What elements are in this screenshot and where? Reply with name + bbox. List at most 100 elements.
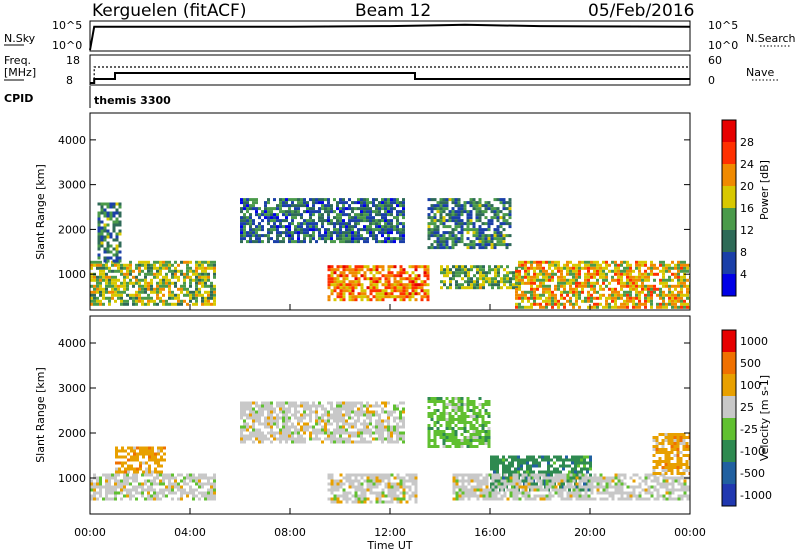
heatmap-cell bbox=[357, 401, 360, 405]
heatmap-cell bbox=[635, 494, 639, 498]
heatmap-cell bbox=[336, 407, 339, 411]
heatmap-cell bbox=[488, 488, 492, 492]
heatmap-cell bbox=[375, 210, 378, 214]
heatmap-cell bbox=[279, 210, 282, 214]
heatmap-cell bbox=[647, 284, 650, 288]
heatmap-cell bbox=[466, 213, 470, 217]
heatmap-cell bbox=[420, 283, 424, 287]
heatmap-cell bbox=[261, 234, 264, 238]
heatmap-cell bbox=[656, 266, 659, 270]
heatmap-cell bbox=[505, 207, 509, 211]
heatmap-cell bbox=[475, 231, 479, 235]
heatmap-cell bbox=[159, 296, 162, 300]
heatmap-cell bbox=[554, 293, 557, 297]
heatmap-cell bbox=[460, 418, 464, 421]
heatmap-cell bbox=[396, 500, 400, 504]
heatmap-cell bbox=[638, 275, 641, 279]
heatmap-cell bbox=[153, 272, 156, 276]
heatmap-cell bbox=[408, 280, 412, 284]
heatmap-cell bbox=[112, 205, 116, 209]
heatmap-cell bbox=[243, 440, 246, 444]
heatmap-cell bbox=[520, 467, 523, 471]
heatmap-cell bbox=[162, 275, 165, 279]
heatmap-cell bbox=[442, 403, 446, 406]
heatmap-cell bbox=[464, 494, 468, 498]
heatmap-cell bbox=[490, 219, 494, 223]
heatmap-cell bbox=[433, 216, 437, 220]
heatmap-cell bbox=[473, 274, 476, 278]
heatmap-cell bbox=[360, 237, 363, 241]
heatmap-cell bbox=[396, 440, 399, 444]
date-label: 05/Feb/2016 bbox=[588, 1, 694, 21]
heatmap-cell bbox=[502, 243, 506, 247]
heatmap-cell bbox=[670, 466, 674, 469]
heatmap-cell bbox=[399, 482, 403, 486]
heatmap-cell bbox=[393, 407, 396, 411]
nave-series-line bbox=[90, 66, 690, 84]
heatmap-cell bbox=[387, 204, 390, 208]
heatmap-cell bbox=[381, 289, 385, 293]
heatmap-cell bbox=[638, 290, 641, 294]
heatmap-cell bbox=[599, 485, 603, 489]
heatmap-cell bbox=[545, 269, 548, 273]
heatmap-cell bbox=[159, 290, 162, 294]
heatmap-cell bbox=[664, 469, 668, 472]
heatmap-cell bbox=[548, 476, 552, 480]
heatmap-cell bbox=[342, 280, 346, 284]
heatmap-cell bbox=[545, 296, 548, 300]
heatmap-cell bbox=[279, 410, 282, 414]
heatmap-cell bbox=[267, 231, 270, 235]
heatmap-cell bbox=[118, 449, 121, 453]
heatmap-cell bbox=[497, 283, 500, 287]
heatmap-cell bbox=[378, 213, 381, 217]
heatmap-cell bbox=[327, 416, 330, 420]
heatmap-cell bbox=[147, 266, 150, 270]
heatmap-cell bbox=[160, 455, 163, 459]
heatmap-cell bbox=[333, 485, 337, 489]
heatmap-cell bbox=[240, 240, 243, 244]
heatmap-cell bbox=[276, 437, 279, 441]
heatmap-cell bbox=[336, 500, 340, 504]
heatmap-cell bbox=[183, 482, 186, 486]
heatmap-cell bbox=[366, 216, 369, 220]
heatmap-cell bbox=[138, 293, 141, 297]
heatmap-cell bbox=[273, 431, 276, 435]
heatmap-cell bbox=[461, 476, 465, 480]
heatmap-cell bbox=[97, 253, 101, 257]
heatmap-cell bbox=[405, 283, 409, 287]
heatmap-cell bbox=[120, 296, 123, 300]
heatmap-cell bbox=[665, 488, 669, 492]
heatmap-cell bbox=[384, 404, 387, 408]
heatmap-cell bbox=[267, 407, 270, 411]
heatmap-cell bbox=[442, 442, 446, 445]
heatmap-cell bbox=[378, 500, 382, 504]
heatmap-cell bbox=[433, 225, 437, 229]
heatmap-cell bbox=[405, 485, 409, 489]
heatmap-cell bbox=[285, 422, 288, 426]
heatmap-cell bbox=[108, 299, 111, 303]
heatmap-cell bbox=[327, 419, 330, 423]
heatmap-cell bbox=[402, 497, 406, 501]
heatmap-cell bbox=[399, 434, 402, 438]
heatmap-cell bbox=[650, 473, 654, 477]
heatmap-cell bbox=[130, 446, 133, 450]
heatmap-cell bbox=[141, 287, 144, 291]
heatmap-cell bbox=[378, 298, 382, 302]
heatmap-cell bbox=[539, 296, 542, 300]
heatmap-cell bbox=[336, 488, 340, 492]
heatmap-cell bbox=[318, 201, 321, 205]
heatmap-cell bbox=[448, 234, 452, 238]
heatmap-cell bbox=[363, 404, 366, 408]
heatmap-cell bbox=[279, 416, 282, 420]
heatmap-cell bbox=[445, 225, 449, 229]
heatmap-cell bbox=[527, 272, 530, 276]
heatmap-cell bbox=[532, 470, 535, 474]
heatmap-cell bbox=[472, 430, 476, 433]
heatmap-cell bbox=[99, 275, 102, 279]
heatmap-cell bbox=[396, 482, 400, 486]
heatmap-cell bbox=[180, 287, 183, 291]
heatmap-cell bbox=[478, 433, 482, 436]
heatmap-cell bbox=[509, 482, 513, 486]
heatmap-cell bbox=[261, 228, 264, 232]
heatmap-cell bbox=[538, 470, 541, 474]
